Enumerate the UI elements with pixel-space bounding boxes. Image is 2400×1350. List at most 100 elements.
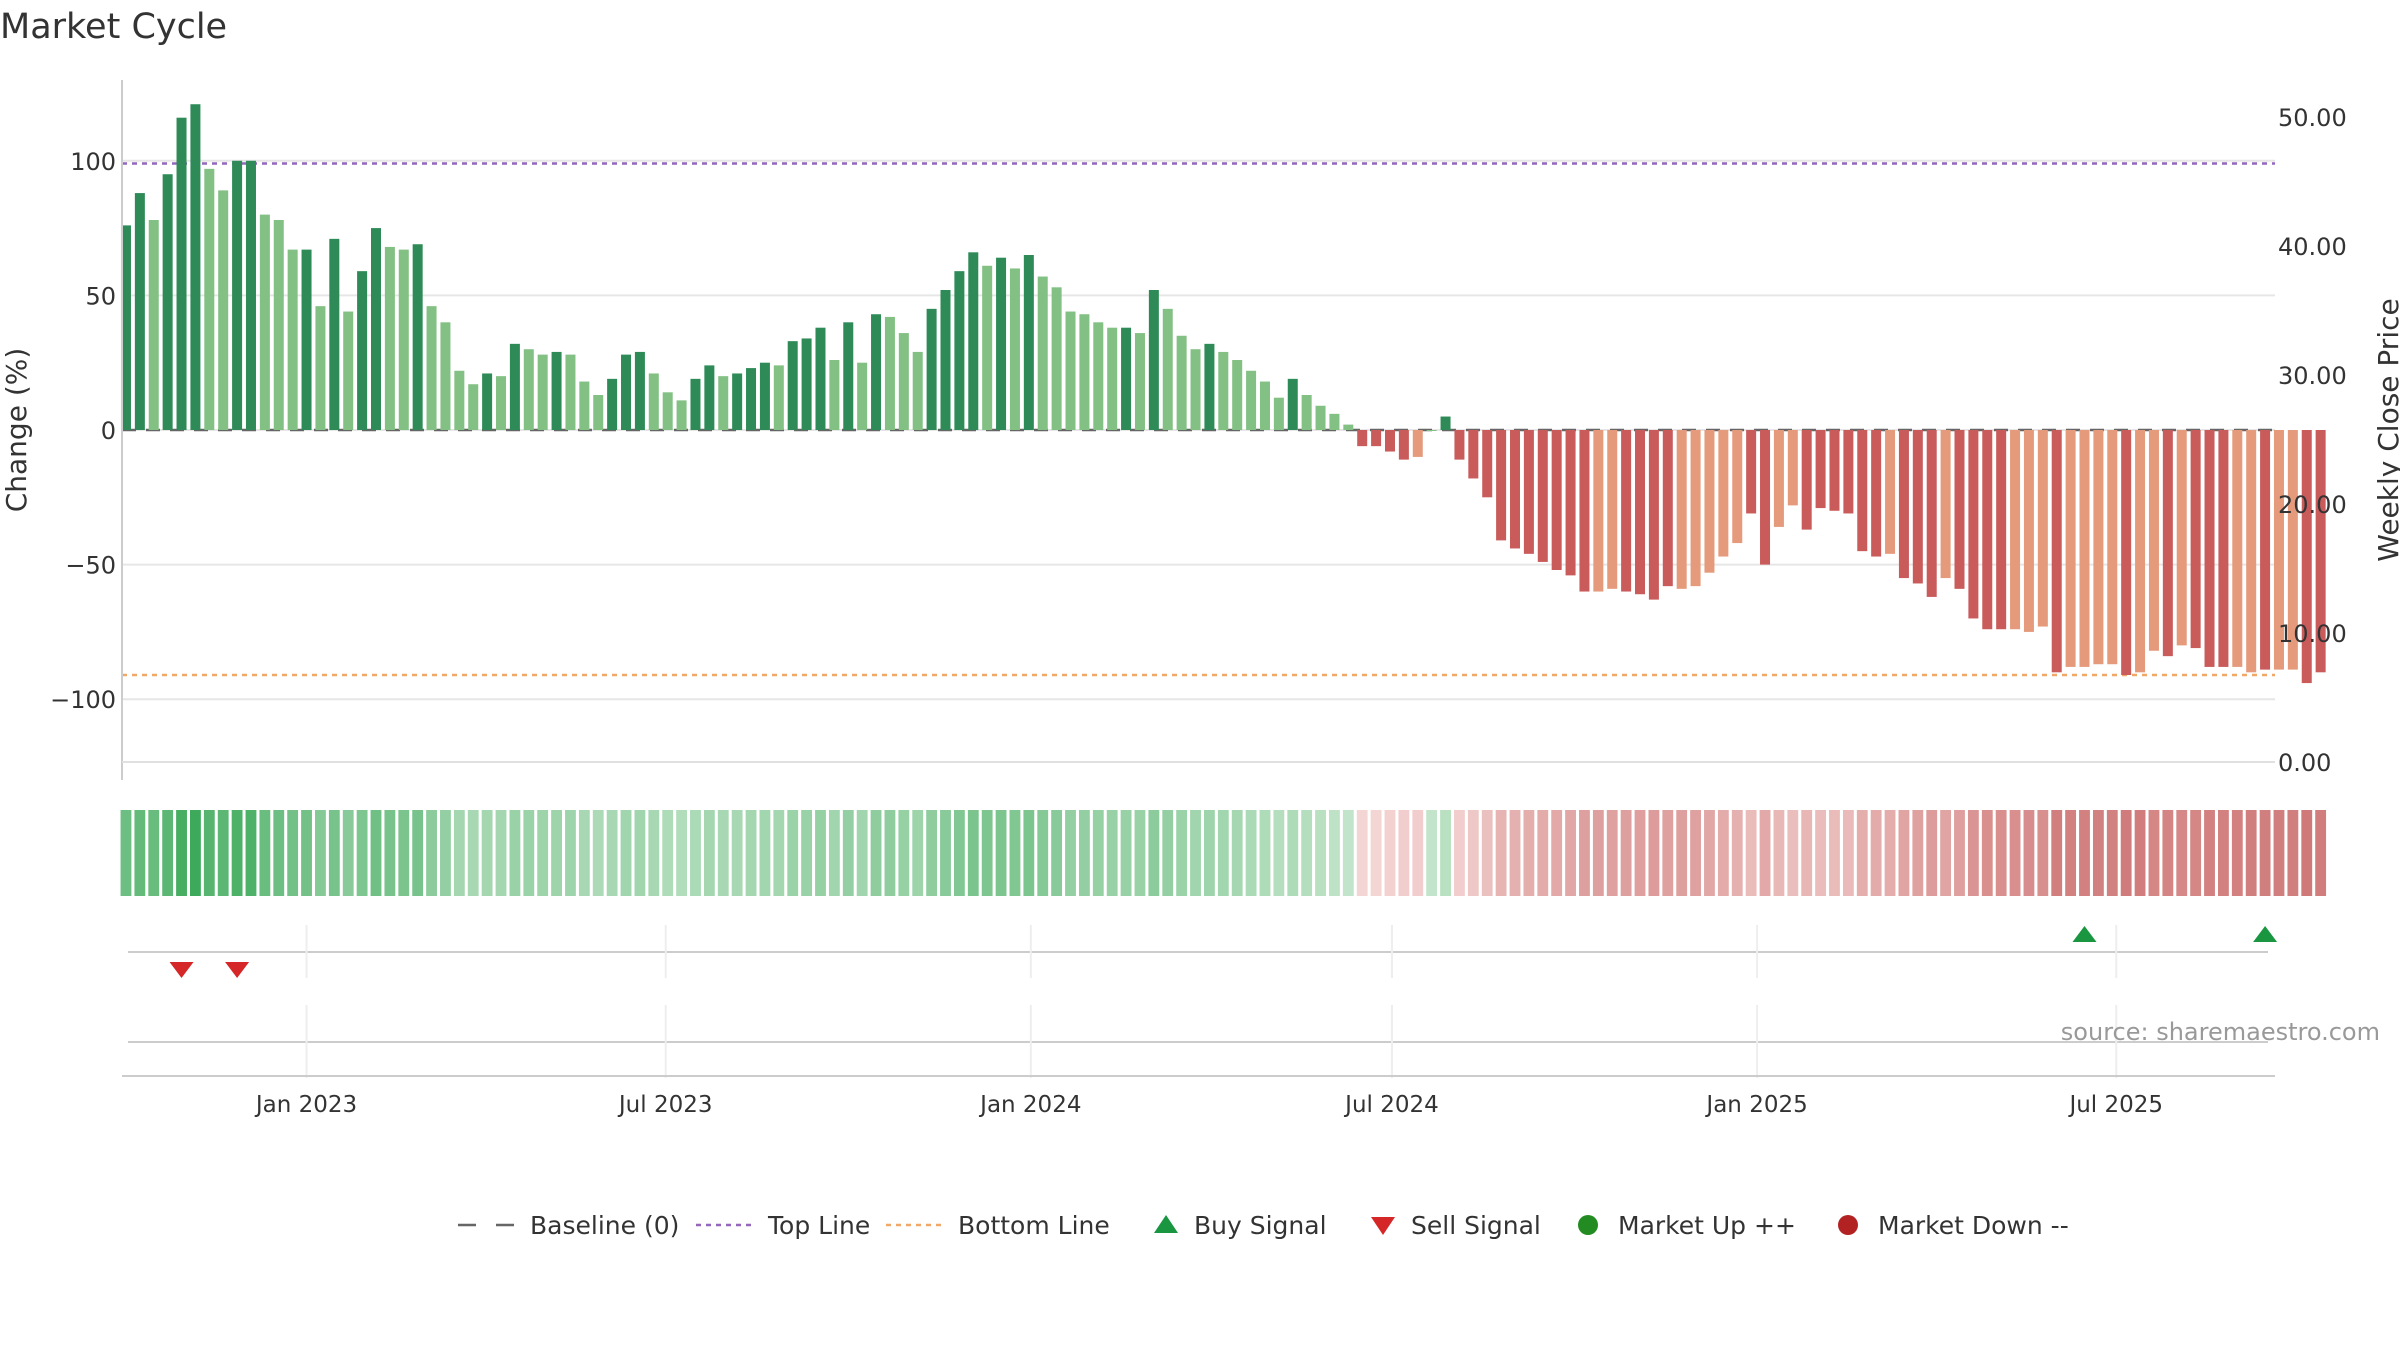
change-bar — [676, 400, 687, 430]
legend-label: Bottom Line — [958, 1211, 1110, 1240]
change-bar — [1162, 308, 1173, 430]
change-bar — [1482, 430, 1493, 498]
legend-item-baseline: Baseline (0) — [458, 1211, 679, 1240]
strip-cell — [1329, 810, 1340, 896]
legend-item-buy: Buy Signal — [1154, 1211, 1327, 1240]
strip-cell — [2065, 810, 2077, 896]
strip-cell — [1967, 810, 1979, 896]
strip-cell — [815, 810, 826, 896]
change-bar — [301, 249, 312, 430]
strip-cell — [1954, 810, 1965, 896]
strip-cell — [1162, 810, 1174, 896]
y2-tick-label: 0.00 — [2278, 749, 2331, 777]
strip-cell — [1037, 810, 1049, 896]
legend-buy-swatch — [1154, 1215, 1178, 1233]
strip-cell — [1801, 810, 1813, 896]
x-tick-label: Jul 2024 — [1343, 1092, 1439, 1118]
change-bar — [1565, 430, 1576, 576]
strip-cell — [1995, 810, 2007, 896]
change-bar — [912, 351, 923, 430]
strip-cell — [1565, 810, 1576, 896]
y2-tick-label: 10.00 — [2278, 620, 2347, 648]
change-bar — [2273, 430, 2284, 670]
change-bar — [954, 271, 965, 430]
change-bar — [426, 306, 437, 430]
change-bar — [218, 190, 229, 430]
y-tick-label: −50 — [65, 552, 116, 580]
strip-cell — [1940, 810, 1952, 896]
strip-cell — [717, 810, 729, 896]
strip-cell — [356, 810, 368, 896]
strip-cell — [1454, 810, 1465, 896]
change-bar — [1635, 430, 1646, 595]
strip-cell — [2120, 810, 2132, 896]
strip-cell — [190, 810, 201, 896]
change-bar — [1023, 255, 1034, 430]
change-bar — [1079, 314, 1090, 430]
strip-cell — [1148, 810, 1160, 896]
strip-cell — [1440, 810, 1451, 896]
strip-cell — [1731, 810, 1743, 896]
strip-cell — [773, 810, 785, 896]
strip-cell — [259, 810, 271, 896]
strip-cell — [690, 810, 701, 896]
change-bar — [454, 370, 465, 430]
change-bar — [815, 327, 826, 430]
strip-cell — [1759, 810, 1771, 896]
y2-tick-label: 50.00 — [2278, 104, 2347, 132]
change-bar — [1523, 430, 1534, 554]
change-bar — [496, 376, 507, 430]
strip-cell — [1815, 810, 1827, 896]
strip-cell — [523, 810, 535, 896]
legend-item-bottom: Bottom Line — [886, 1211, 1110, 1240]
change-bar — [370, 228, 381, 430]
strip-cell — [1745, 810, 1757, 896]
change-bar — [1426, 430, 1437, 431]
strip-cell — [2106, 810, 2118, 896]
strip-cell — [1231, 810, 1243, 896]
strip-cell — [1704, 810, 1715, 896]
change-bar — [1871, 430, 1882, 557]
strip-cell — [995, 810, 1007, 896]
change-bar — [1134, 333, 1145, 430]
strip-cell — [870, 810, 882, 896]
change-bar — [2065, 430, 2076, 667]
change-bar — [1176, 335, 1187, 430]
strip-cell — [842, 810, 854, 896]
change-bar — [1329, 413, 1340, 430]
change-bar — [1579, 430, 1590, 592]
change-bar — [1412, 430, 1423, 457]
source-label: source: sharemaestro.com — [2061, 1018, 2380, 1046]
change-bar — [2093, 430, 2104, 665]
strip-cell — [2092, 810, 2104, 896]
change-bar — [1315, 405, 1326, 430]
change-bar — [1593, 430, 1604, 592]
change-bar — [523, 349, 534, 430]
change-bar — [1287, 378, 1298, 430]
strip-cell — [592, 810, 604, 896]
strip-cell — [1426, 810, 1438, 896]
change-bar — [704, 365, 715, 430]
change-bar — [593, 395, 604, 430]
x-axis: Jan 2023 Jul 2023 Jan 2024 Jul 2024 Jan 2025… — [122, 925, 2275, 1118]
change-bar — [343, 311, 354, 430]
axes: 100 50 0 −50 −100 0.00 10.00 20.00 30.00 40.00 50.… — [50, 80, 2347, 780]
strip-cell — [1245, 810, 1257, 896]
strip-cell — [745, 810, 757, 896]
strip-cell — [1717, 810, 1729, 896]
buy-signal-marker — [2072, 926, 2097, 942]
strip-cell — [940, 810, 951, 896]
strip-cell — [1398, 810, 1410, 896]
change-bar — [1773, 430, 1784, 527]
change-bar — [551, 351, 562, 430]
change-bar — [1648, 430, 1659, 600]
change-bar — [2162, 430, 2173, 657]
change-bar — [648, 373, 659, 430]
change-bar — [746, 368, 757, 430]
strip-cell — [1092, 810, 1104, 896]
x-tick-label: Jan 2024 — [978, 1092, 1081, 1118]
change-bar — [1537, 430, 1548, 562]
strip-cell — [1842, 810, 1854, 896]
strip-cell — [2231, 810, 2243, 896]
change-bar — [245, 160, 256, 430]
